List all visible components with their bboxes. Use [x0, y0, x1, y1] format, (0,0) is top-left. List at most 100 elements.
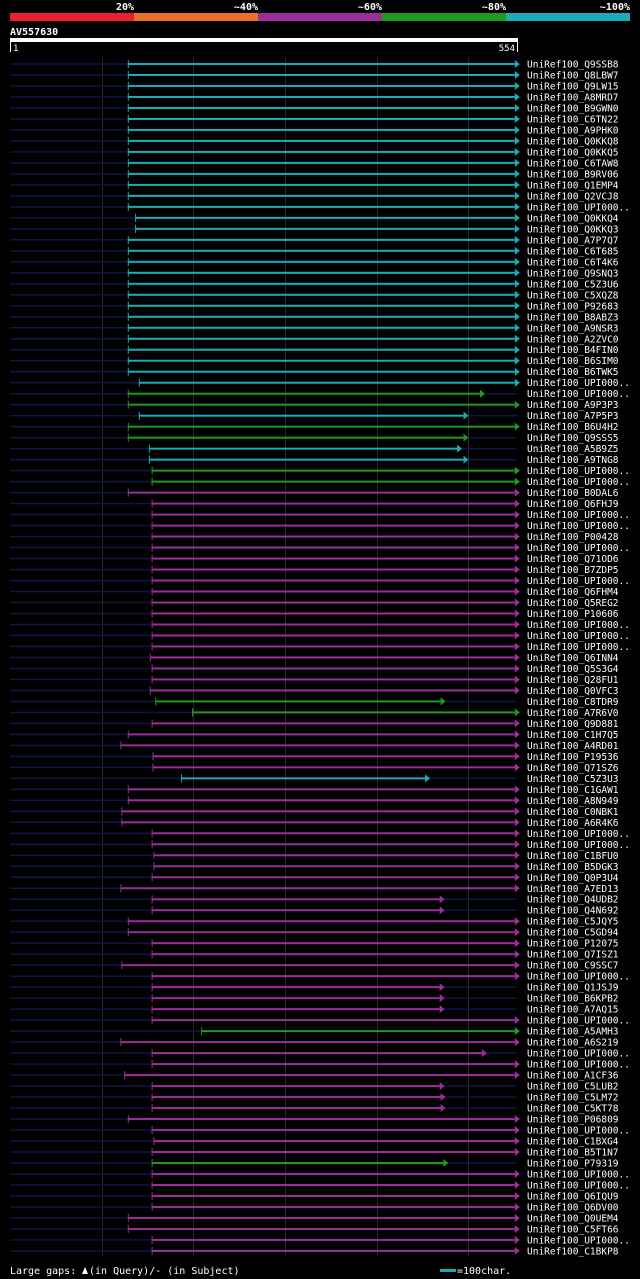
legend-label-80: ~80%: [482, 2, 506, 13]
hit-label: UniRef100_C6T685: [527, 246, 619, 257]
hit-row: UniRef100_B5T1N7: [10, 1148, 619, 1159]
hit-row: UniRef100_A5B9Z5: [10, 444, 619, 455]
hit-arrow: [514, 664, 520, 673]
hit-arrow: [514, 1115, 520, 1124]
hit-segment: [152, 667, 515, 670]
hit-arrow: [514, 719, 520, 728]
hit-label: UniRef100_UPI000..: [527, 1180, 630, 1191]
hit-label: UniRef100_C1GAW1: [527, 785, 619, 796]
hit-arrow: [514, 60, 520, 68]
scale-label: =100char.: [457, 1266, 511, 1277]
hit-arrow: [514, 312, 520, 321]
hit-row: UniRef100_Q6FHJ9: [10, 499, 619, 510]
hit-row: UniRef100_C5Z3U3: [10, 774, 619, 785]
hit-arrow: [514, 268, 520, 277]
hit-segment: [128, 304, 515, 307]
hit-row: UniRef100_B0DAL6: [10, 488, 619, 499]
hit-label: UniRef100_A2ZVC0: [527, 334, 619, 345]
hit-row: UniRef100_UPI000..: [10, 576, 630, 587]
hit-arrow: [514, 235, 520, 244]
hit-arrow: [514, 565, 520, 574]
hit-label: UniRef100_Q4N692: [527, 906, 619, 917]
hit-segment: [149, 447, 458, 450]
hit-segment: [152, 1085, 440, 1088]
hit-segment: [152, 953, 515, 956]
hit-label: UniRef100_B6SIM0: [527, 356, 619, 367]
hit-arrow: [514, 213, 520, 222]
hit-arrow: [514, 884, 520, 893]
hit-arrow: [514, 356, 520, 365]
hit-arrow: [514, 290, 520, 299]
hit-row: UniRef100_A9P3P3: [10, 400, 619, 411]
hit-label: UniRef100_Q4UDB2: [527, 895, 619, 906]
hit-segment: [152, 1063, 515, 1066]
hit-row: UniRef100_Q0VFC3: [10, 686, 619, 697]
hit-segment: [152, 1151, 515, 1154]
hit-label: UniRef100_Q5S3G4: [527, 664, 619, 675]
hit-row: UniRef100_A6S219: [10, 1038, 619, 1049]
hit-segment: [152, 832, 515, 835]
hit-segment: [152, 1194, 515, 1197]
hit-label: UniRef100_Q0KKQ5: [527, 147, 619, 158]
hit-arrow: [514, 125, 520, 134]
hit-row: UniRef100_Q6FHM4: [10, 587, 619, 598]
query-start-tick: [10, 42, 11, 52]
hit-row: UniRef100_Q9SNQ3: [10, 268, 619, 279]
hit-label: UniRef100_C6TN22: [527, 114, 619, 125]
hit-segment: [153, 865, 515, 868]
hit-row: UniRef100_UPI000..: [10, 1180, 630, 1191]
hit-arrow: [514, 972, 520, 981]
hit-row: UniRef100_UPI000..: [10, 477, 630, 488]
hit-segment: [124, 1074, 515, 1077]
query-bar: AV557630 1 554: [10, 27, 518, 54]
hit-segment: [128, 403, 515, 406]
hit-arrow: [514, 147, 520, 156]
hit-segment: [128, 260, 515, 263]
hit-label: UniRef100_A6S219: [527, 1038, 619, 1049]
hit-arrow: [514, 741, 520, 750]
hit-arrow: [514, 1148, 520, 1157]
hit-row: UniRef100_Q0UEM4: [10, 1213, 619, 1224]
hit-label: UniRef100_UPI000..: [527, 1169, 630, 1180]
legend-bin-40: [134, 13, 258, 21]
hit-arrow: [463, 433, 469, 442]
hit-arrow: [514, 1071, 520, 1080]
hit-arrow: [514, 1202, 520, 1211]
hit-arrow: [514, 158, 520, 167]
hit-segment: [128, 1216, 515, 1219]
hit-label: UniRef100_Q9SNQ3: [527, 268, 619, 279]
hit-arrow: [514, 950, 520, 959]
hit-label: UniRef100_UPI000..: [527, 840, 630, 851]
hit-segment: [120, 1041, 515, 1044]
hit-label: UniRef100_B6TWK5: [527, 367, 619, 378]
hit-segment: [128, 1118, 515, 1121]
hit-row: UniRef100_Q9LW15: [10, 81, 619, 92]
hit-label: UniRef100_P79319: [527, 1159, 619, 1170]
hit-segment: [128, 392, 480, 395]
hit-row: UniRef100_C5JQY5: [10, 917, 619, 928]
query-start-label: 1: [13, 44, 18, 54]
hit-arrow: [439, 1005, 445, 1014]
hit-segment: [128, 491, 515, 494]
hit-segment: [152, 843, 515, 846]
hit-row: UniRef100_UPI000..: [10, 1049, 630, 1060]
hit-row: UniRef100_A7P7Q7: [10, 235, 619, 246]
hit-segment: [128, 370, 515, 373]
hit-segment: [152, 1107, 441, 1110]
hit-segment: [128, 788, 515, 791]
hit-row: UniRef100_B6U4H2: [10, 422, 619, 433]
hit-arrow: [514, 169, 520, 178]
hit-segment: [128, 271, 515, 274]
hit-row: UniRef100_UPI000..: [10, 378, 630, 389]
hit-label: UniRef100_UPI000..: [527, 576, 630, 587]
hit-row: UniRef100_Q7ISZ1: [10, 950, 619, 961]
hit-segment: [153, 1140, 515, 1143]
hit-arrow: [514, 763, 520, 772]
hit-arrow: [514, 598, 520, 607]
hit-arrow: [514, 510, 520, 519]
hit-label: UniRef100_Q28FU1: [527, 675, 619, 686]
hit-segment: [120, 744, 515, 747]
hit-row: UniRef100_UPI000..: [10, 521, 630, 532]
hit-row: UniRef100_Q71OD6: [10, 554, 619, 565]
